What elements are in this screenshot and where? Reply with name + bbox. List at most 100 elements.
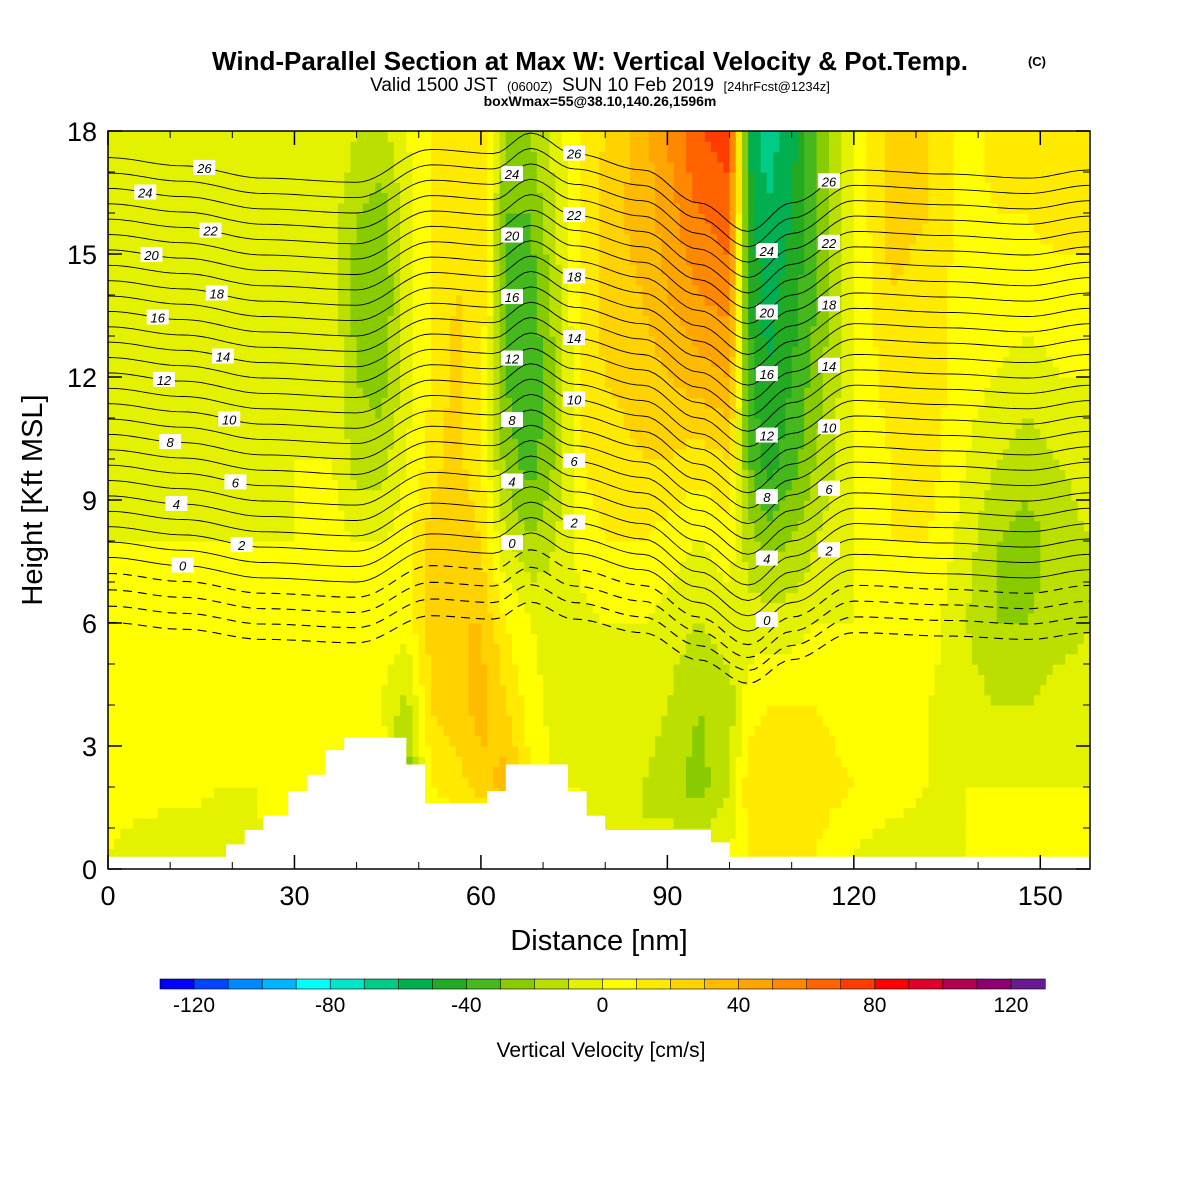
- velocity-cell: [269, 715, 277, 727]
- velocity-cell: [269, 366, 277, 378]
- velocity-cell: [108, 715, 115, 727]
- velocity-cell: [505, 264, 513, 276]
- velocity-cell: [226, 756, 233, 768]
- velocity-cell: [424, 541, 432, 552]
- velocity-cell: [238, 407, 246, 419]
- velocity-cell: [406, 418, 414, 429]
- velocity-cell: [412, 715, 420, 727]
- velocity-cell: [400, 305, 407, 317]
- velocity-cell: [518, 735, 526, 747]
- velocity-cell: [139, 756, 146, 768]
- velocity-cell: [257, 315, 264, 327]
- velocity-cell: [257, 469, 264, 481]
- velocity-cell: [387, 633, 395, 645]
- velocity-cell: [456, 448, 463, 460]
- velocity-cell: [325, 469, 333, 481]
- velocity-cell: [511, 612, 519, 624]
- velocity-cell: [480, 223, 488, 235]
- velocity-cell: [487, 346, 494, 358]
- velocity-cell: [182, 305, 190, 317]
- velocity-cell: [424, 141, 432, 153]
- velocity-cell: [170, 735, 177, 747]
- velocity-cell: [306, 151, 314, 163]
- velocity-cell: [344, 582, 351, 593]
- velocity-cell: [437, 418, 445, 429]
- velocity-cell: [456, 664, 463, 675]
- velocity-cell: [139, 510, 146, 522]
- velocity-cell: [524, 192, 532, 204]
- velocity-cell: [114, 530, 122, 542]
- velocity-cell: [400, 715, 407, 727]
- velocity-cell: [474, 274, 482, 286]
- velocity-cell: [219, 817, 227, 829]
- velocity-cell: [456, 274, 463, 286]
- velocity-cell: [257, 725, 264, 737]
- velocity-cell: [188, 848, 196, 860]
- velocity-cell: [337, 172, 345, 183]
- velocity-cell: [182, 264, 190, 276]
- velocity-cell: [163, 735, 171, 747]
- velocity-cell: [232, 582, 240, 593]
- velocity-cell: [232, 192, 240, 204]
- velocity-cell: [157, 838, 165, 850]
- velocity-cell: [456, 715, 463, 727]
- velocity-cell: [108, 592, 115, 604]
- velocity-cell: [188, 213, 196, 224]
- velocity-cell: [406, 438, 414, 450]
- velocity-cell: [325, 541, 333, 552]
- velocity-cell: [424, 459, 432, 470]
- velocity-cell: [126, 510, 134, 522]
- velocity-cell: [207, 756, 215, 768]
- velocity-cell: [182, 274, 190, 286]
- velocity-cell: [182, 674, 190, 686]
- velocity-cell: [195, 397, 202, 409]
- velocity-cell: [145, 838, 153, 850]
- velocity-cell: [511, 151, 519, 163]
- velocity-cell: [139, 448, 146, 460]
- velocity-cell: [480, 705, 488, 716]
- velocity-cell: [139, 377, 146, 388]
- velocity-cell: [108, 623, 115, 634]
- velocity-cell: [369, 705, 376, 716]
- velocity-cell: [151, 705, 159, 716]
- velocity-cell: [356, 182, 364, 194]
- velocity-cell: [188, 797, 196, 809]
- velocity-cell: [275, 489, 283, 501]
- velocity-cell: [300, 233, 308, 245]
- velocity-cell: [275, 336, 283, 347]
- velocity-cell: [356, 694, 364, 706]
- velocity-cell: [356, 397, 364, 409]
- velocity-cell: [188, 428, 196, 440]
- velocity-cell: [195, 387, 202, 399]
- velocity-cell: [114, 653, 122, 665]
- velocity-cell: [474, 735, 482, 747]
- velocity-cell: [201, 776, 209, 788]
- velocity-cell: [456, 500, 463, 511]
- velocity-cell: [480, 346, 488, 358]
- velocity-cell: [244, 131, 252, 142]
- velocity-cell: [511, 633, 519, 645]
- velocity-cell: [424, 151, 432, 163]
- velocity-cell: [393, 182, 401, 194]
- velocity-cell: [132, 459, 140, 470]
- velocity-cell: [132, 715, 140, 727]
- velocity-cell: [337, 694, 345, 706]
- velocity-cell: [195, 264, 202, 276]
- velocity-cell: [499, 387, 507, 399]
- velocity-cell: [238, 192, 246, 204]
- velocity-cell: [331, 479, 339, 491]
- velocity-cell: [170, 387, 177, 399]
- velocity-cell: [387, 623, 395, 634]
- velocity-cell: [518, 694, 526, 706]
- velocity-cell: [319, 141, 327, 153]
- velocity-cell: [437, 479, 445, 491]
- velocity-cell: [468, 684, 476, 696]
- velocity-cell: [275, 715, 283, 727]
- velocity-cell: [182, 623, 190, 634]
- velocity-cell: [207, 202, 215, 214]
- velocity-cell: [163, 192, 171, 204]
- velocity-cell: [250, 561, 258, 573]
- velocity-cell: [325, 387, 333, 399]
- velocity-cell: [226, 612, 233, 624]
- velocity-cell: [114, 787, 122, 798]
